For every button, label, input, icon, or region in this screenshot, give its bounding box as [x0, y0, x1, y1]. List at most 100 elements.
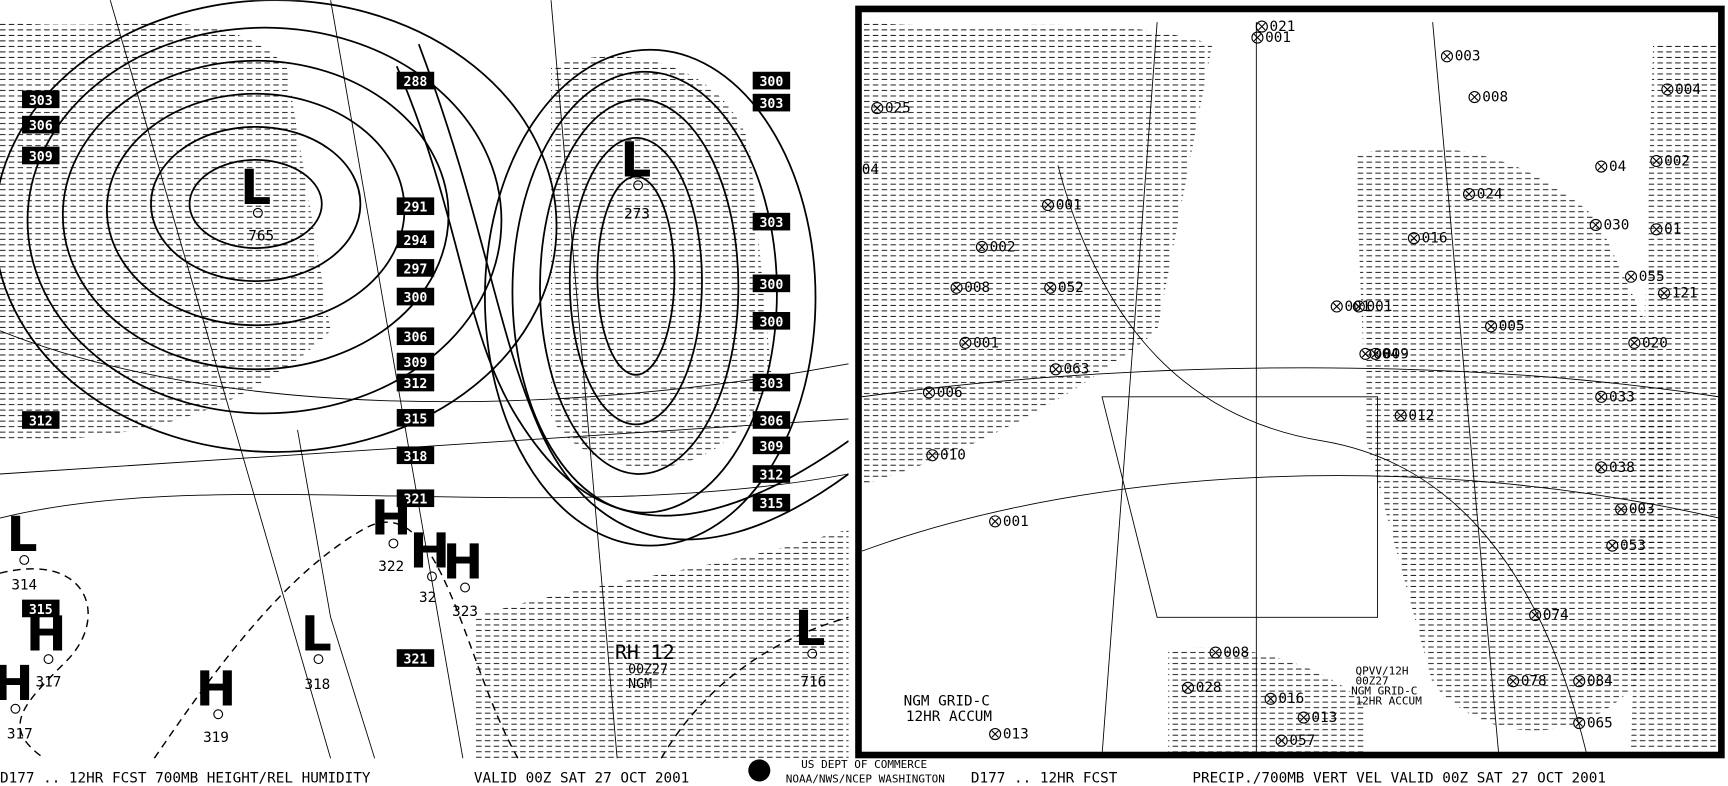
height-box [22, 90, 60, 109]
precip-marker [950, 281, 963, 294]
precip-circle [1615, 503, 1628, 516]
precip-cross [1652, 157, 1661, 165]
center-mark [252, 207, 263, 218]
precip-circle [1181, 681, 1195, 694]
precip-marker [1209, 646, 1222, 659]
precip-value: 074 [1543, 607, 1569, 623]
center-mark [633, 180, 644, 191]
precip-circle [871, 102, 884, 115]
center-value: 317 [7, 726, 33, 742]
precip-circle [1275, 734, 1288, 747]
precip-marker [1595, 461, 1608, 474]
center-symbol: L [620, 132, 651, 188]
precip-marker [1330, 300, 1343, 313]
precip-marker [1297, 711, 1310, 724]
qpvv-annotation: 12HR ACCUM [1356, 694, 1423, 707]
precip-circle [1462, 188, 1476, 201]
precip-cross [1443, 52, 1451, 61]
precip-marker [1595, 160, 1608, 173]
precip-value: 008 [1223, 645, 1249, 661]
precip-circle [1352, 300, 1365, 313]
precip-cross [1531, 611, 1539, 619]
precip-cross [1597, 463, 1605, 472]
height-label: 306 [759, 415, 783, 430]
precip-value: 028 [1196, 680, 1222, 696]
height-label: 318 [404, 450, 428, 465]
center-mark [213, 709, 224, 720]
precip-circle [1573, 716, 1586, 730]
precip-circle [1044, 281, 1057, 294]
precip-marker [1369, 347, 1382, 360]
precip-marker [1041, 199, 1055, 212]
precip-circle [1595, 390, 1608, 403]
precip-marker [1468, 91, 1481, 104]
precip-marker [1394, 409, 1407, 422]
precip-value: 003 [1455, 49, 1481, 65]
precip-marker [1650, 154, 1663, 168]
height-box [396, 408, 435, 427]
precip-circle [1209, 646, 1222, 659]
height-box [396, 446, 435, 465]
precip-marker [1049, 363, 1062, 376]
precip-circle [1255, 20, 1268, 33]
precip-value: 033 [1609, 389, 1635, 405]
center-value: 319 [203, 730, 229, 746]
precip-cross [1184, 684, 1192, 692]
center-value: 323 [452, 604, 478, 620]
precip-circle [926, 449, 939, 462]
height-box [752, 465, 791, 483]
precip-marker [1440, 50, 1454, 63]
height-box [396, 649, 435, 667]
height-label: 303 [29, 94, 53, 109]
precip-marker [989, 728, 1002, 741]
height-label: 315 [29, 603, 53, 618]
precip-circle [989, 728, 1002, 741]
precip-marker [1529, 608, 1542, 622]
precip-value: 021 [1270, 19, 1296, 35]
center-value: 716 [800, 675, 826, 691]
precip-cross [1277, 736, 1286, 745]
height-label: 312 [404, 377, 428, 392]
precip-cross [1660, 289, 1668, 297]
center-symbol: H [443, 535, 484, 591]
precip-cross [1627, 273, 1635, 281]
precip-marker [1484, 320, 1498, 333]
center-mark [43, 654, 54, 665]
precip-cross [873, 104, 881, 112]
height-label: 303 [759, 97, 783, 112]
precip-circle [1440, 50, 1454, 63]
height-box [396, 197, 435, 216]
precip-value: 010 [940, 448, 966, 464]
precip-value: 055 [1639, 269, 1665, 285]
precip-circle [1658, 287, 1671, 300]
precip-cross [1410, 234, 1418, 242]
precip-circle [1595, 461, 1608, 474]
height-box [752, 493, 791, 512]
footer-text: D177 .. 12HR FCST [971, 771, 1118, 786]
height-box [752, 411, 791, 429]
precip-value: 006 [937, 385, 963, 401]
precip-value: 030 [1603, 217, 1629, 233]
precip-value: 025 [885, 101, 911, 117]
center-value: 317 [36, 675, 62, 691]
footer-text: D177 .. 12HR FCST 700MB HEIGHT/REL HUMID… [0, 771, 371, 786]
precip-value: 001 [1344, 299, 1370, 315]
precip-cross [1258, 22, 1266, 31]
precip-value: 016 [1278, 691, 1304, 707]
height-label: 312 [759, 469, 783, 484]
precip-cross [928, 451, 937, 459]
precip-marker [1462, 188, 1476, 201]
precip-marker [1589, 218, 1602, 231]
height-box [396, 489, 435, 508]
precip-cross [1266, 695, 1275, 703]
center-value: 322 [378, 559, 404, 575]
precip-cross [1575, 677, 1583, 685]
precip-circle [1468, 91, 1481, 104]
precip-value: 053 [1620, 538, 1646, 554]
height-box [396, 230, 435, 249]
precip-cross [1630, 339, 1639, 347]
precip-circle [1484, 320, 1498, 333]
precip-marker [1595, 390, 1608, 403]
